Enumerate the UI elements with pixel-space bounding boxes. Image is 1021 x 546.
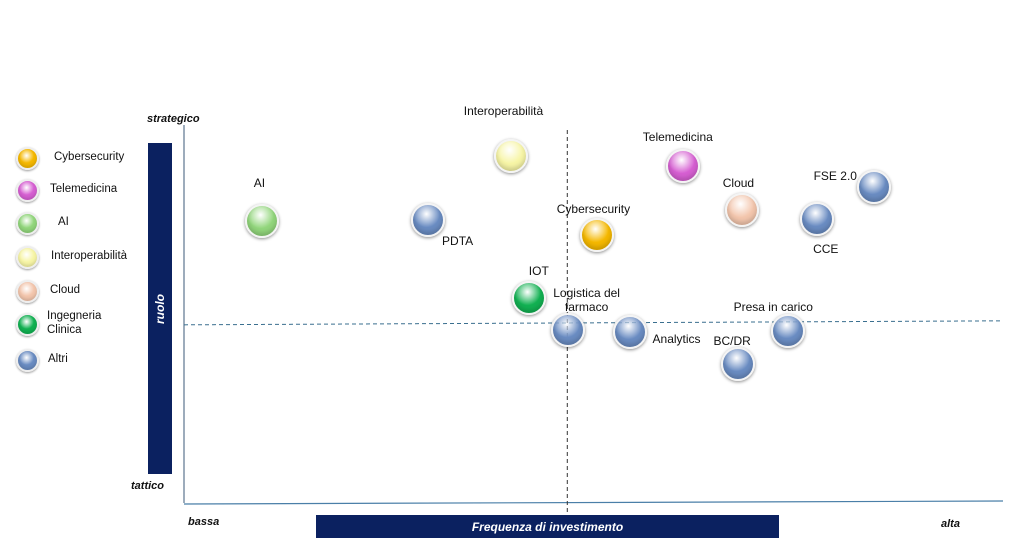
bubble-interoperabilita: [493, 138, 528, 173]
bubble-analytics: [612, 315, 647, 350]
legend-label: Telemedicina: [50, 183, 118, 195]
bubble-label-presa-in-carico: Presa in carico: [733, 300, 813, 314]
legend-marker: [16, 246, 39, 269]
bubble-logistica-del-farmaco: [551, 312, 586, 347]
bubble-cloud: [724, 193, 759, 228]
x-axis-line: [183, 500, 1004, 505]
bubble-label-iot: IOT: [528, 264, 549, 279]
legend-label: AI: [58, 216, 69, 228]
legend-marker: [16, 280, 39, 303]
bubble-label-interoperabilita: Interoperabilità: [463, 103, 544, 118]
legend-label: Interoperabilità: [51, 250, 128, 262]
legend-item-cloud: Cloud: [16, 280, 80, 303]
bubble-label-cybersecurity: Cybersecurity: [556, 201, 631, 216]
legend-item-ingegneria-clinica: Ingegneria Clinica: [16, 310, 101, 336]
bubble-label-analytics: Analytics: [652, 332, 701, 347]
x-axis-title: Frequenza di investimento: [471, 519, 624, 534]
y-axis-title-bar: ruolo: [148, 143, 172, 474]
legend-item-interoperabilita: Interoperabilità: [16, 246, 127, 269]
legend-marker: [16, 212, 39, 235]
bubble-telemedicina: [665, 148, 700, 183]
legend-label: Cybersecurity: [54, 151, 125, 163]
legend-marker: [16, 313, 39, 336]
bubble-label-fse-2-0: FSE 2.0: [813, 168, 857, 183]
bubble-label-bc-dr: BC/DR: [713, 333, 751, 348]
bubble-bc-dr: [721, 346, 756, 381]
bubble-label-logistica-del-farmaco: Logistica del farmaco: [553, 285, 620, 314]
x-axis-title-bar: Frequenza di investimento: [316, 515, 779, 538]
bubble-presa-in-carico: [770, 314, 805, 348]
bubble-ai: [244, 204, 279, 238]
bubble-label-cce: CCE: [813, 242, 839, 257]
legend-item-cybersecurity: Cybersecurity: [16, 147, 124, 170]
bubble-cce: [800, 202, 835, 237]
legend-marker: [16, 147, 39, 170]
bubble-fse-2-0: [856, 169, 891, 204]
bubble-pdta: [411, 202, 446, 237]
bubble-label-pdta: PDTA: [442, 233, 474, 248]
y-axis-title: ruolo: [153, 293, 167, 324]
legend-marker: [16, 179, 39, 202]
x-low-label: bassa: [188, 516, 220, 528]
bubble-label-ai: AI: [253, 176, 266, 190]
legend-item-telemedicina: Telemedicina: [16, 179, 117, 202]
bubble-label-cloud: Cloud: [722, 176, 755, 191]
y-low-label: tattico: [131, 480, 164, 492]
bubble-cybersecurity: [579, 217, 614, 252]
legend-item-altri: Altri: [16, 349, 68, 372]
legend-label: Cloud: [50, 284, 81, 296]
legend-label: Altri: [48, 353, 68, 365]
legend-label: Ingegneria Clinica: [47, 310, 102, 336]
bubble-iot: [511, 281, 546, 316]
bubble-label-telemedicina: Telemedicina: [642, 129, 713, 144]
legend-marker: [16, 349, 39, 372]
x-high-label: alta: [941, 518, 960, 530]
y-high-label: strategico: [147, 113, 200, 125]
horizontal-divider: [183, 320, 1004, 326]
legend-item-ai: AI: [16, 212, 69, 235]
